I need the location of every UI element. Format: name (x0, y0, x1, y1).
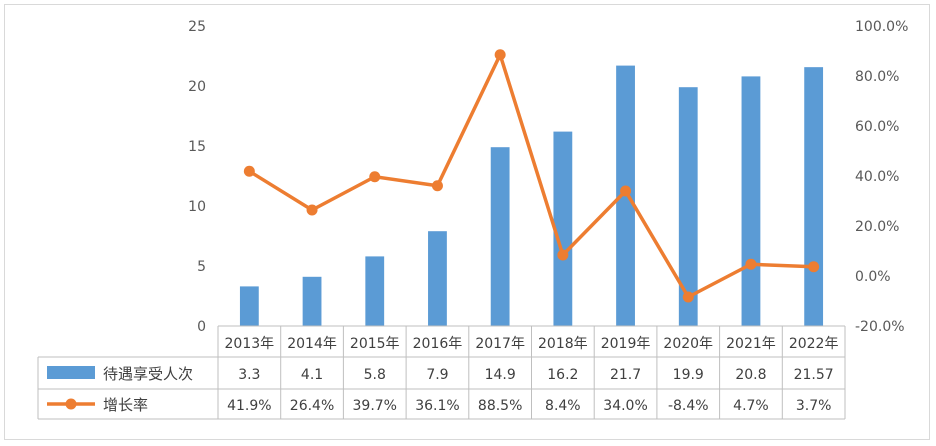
table-cell-value: 14.9 (485, 367, 516, 383)
table-cell-value: 5.8 (364, 367, 386, 383)
combo-chart: 0 5 10 15 20 25 -20.0% 0.0% 20.0% 40.0% 60.0% 80.0%… (37, 19, 908, 420)
bar-2014年 (302, 276, 322, 326)
y-right-tick-label: 60.0% (855, 119, 899, 135)
table-cell-value: 4.1 (301, 367, 323, 383)
y-left-tick-label: 5 (197, 259, 206, 275)
y-left-tick-label: 15 (188, 139, 206, 155)
bar-2020年 (678, 87, 698, 326)
x-tick-label: 2016年 (413, 336, 463, 352)
bar-2016年 (428, 231, 447, 326)
table-cell-value: 88.5% (478, 398, 522, 414)
y-right-tick-label: 0.0% (855, 269, 891, 285)
table-cell-value: 4.7% (733, 398, 769, 414)
legend-label: 待遇享受人次 (103, 365, 193, 383)
legend-bar-swatch (47, 366, 95, 379)
bar-2018年 (553, 131, 573, 326)
chart-frame: 0 5 10 15 20 25 -20.0% 0.0% 20.0% 40.0% 60.0% 80.0%… (4, 4, 930, 440)
table-cell-value: 7.9 (426, 367, 448, 383)
table-cell-value: -8.4% (668, 398, 709, 414)
table-cell-value: 8.4% (545, 398, 581, 414)
x-tick-label: 2021年 (726, 336, 776, 352)
y-left-tick-label: 10 (188, 199, 206, 215)
bar-2022年 (804, 67, 824, 326)
table-cell-value: 3.3 (238, 367, 260, 383)
table-cell-value: 16.2 (547, 367, 578, 383)
table-cell-value: 36.1% (415, 398, 459, 414)
growth-point-2020年 (682, 291, 694, 303)
growth-point-2014年 (306, 204, 318, 216)
growth-point-2019年 (620, 185, 632, 197)
growth-point-2015年 (369, 171, 381, 183)
growth-point-2016年 (431, 180, 443, 192)
growth-point-2017年 (494, 49, 506, 61)
x-tick-label: 2015年 (350, 336, 400, 352)
growth-point-2018年 (557, 249, 569, 261)
x-tick-label: 2013年 (225, 336, 275, 352)
table-cell-value: 34.0% (603, 398, 647, 414)
y-left-tick-label: 20 (188, 79, 206, 95)
x-tick-label: 2020年 (663, 336, 713, 352)
bar-2021年 (741, 76, 761, 327)
table-cell-value: 21.57 (794, 367, 834, 383)
x-tick-label: 2014年 (287, 336, 337, 352)
y-left-tick-label: 25 (188, 19, 206, 35)
legend-label: 增长率 (103, 396, 148, 414)
growth-rate-line (248, 53, 814, 299)
table-cell-value: 19.9 (673, 367, 704, 383)
x-tick-label: 2018年 (538, 336, 588, 352)
y-right-tick-label: 80.0% (855, 69, 899, 85)
y-right-tick-label: 100.0% (855, 19, 908, 35)
x-tick-label: 2022年 (789, 336, 839, 352)
y-right-tick-label: 40.0% (855, 169, 899, 185)
growth-point-2013年 (243, 165, 255, 177)
growth-point-2021年 (745, 258, 757, 270)
bar-2013年 (239, 286, 259, 326)
table-cell-value: 26.4% (290, 398, 334, 414)
y-right-tick-label: -20.0% (855, 319, 905, 335)
bar-2015年 (365, 256, 385, 326)
x-tick-label: 2017年 (475, 336, 525, 352)
table-cell-value: 21.7 (610, 367, 641, 383)
y-left-tick-label: 0 (197, 319, 206, 335)
legend-line-marker (65, 398, 77, 410)
y-right-tick-label: 20.0% (855, 219, 899, 235)
table-cell-value: 41.9% (227, 398, 271, 414)
growth-point-2022年 (808, 261, 820, 273)
table-cell-value: 39.7% (353, 398, 397, 414)
table-cell-value: 20.8 (735, 367, 766, 383)
table-cell-value: 3.7% (796, 398, 832, 414)
bar-2017年 (490, 147, 510, 326)
x-tick-label: 2019年 (601, 336, 651, 352)
